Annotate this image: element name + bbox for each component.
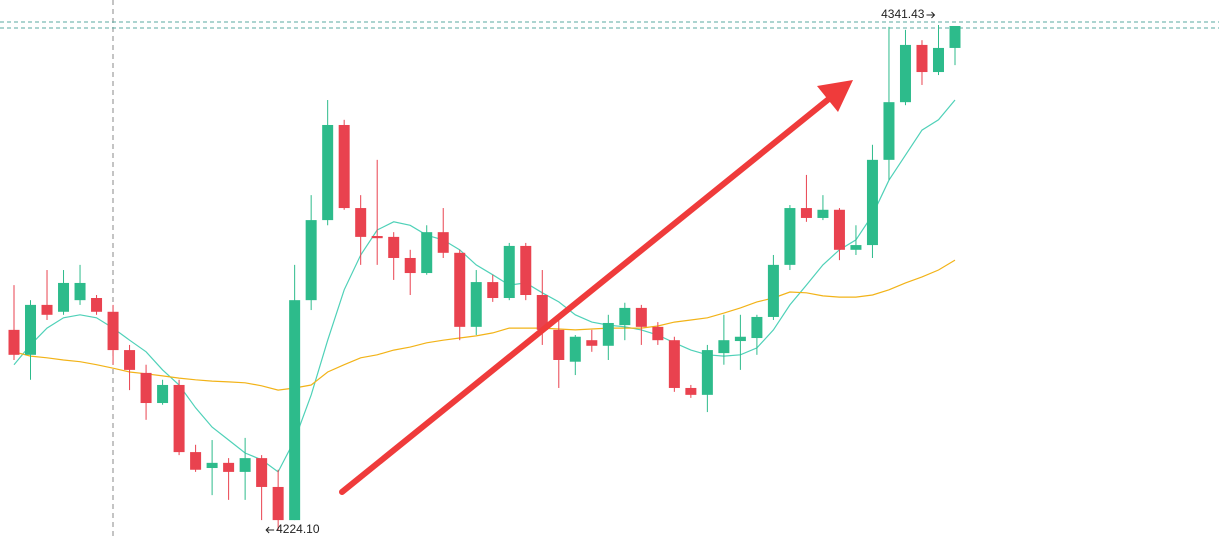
candle-body bbox=[173, 384, 185, 453]
candle-body bbox=[289, 300, 301, 521]
arrow-shaft bbox=[339, 95, 833, 495]
candle-body bbox=[322, 124, 334, 221]
candle-body bbox=[536, 294, 548, 330]
candle-body bbox=[239, 458, 251, 472]
candle-body bbox=[140, 372, 152, 404]
candle-body bbox=[602, 322, 614, 346]
plot bbox=[0, 21, 1219, 530]
high-label: 4341.43 bbox=[881, 7, 925, 21]
arrow-head bbox=[817, 80, 853, 112]
candle-body bbox=[718, 340, 730, 354]
candle-body bbox=[272, 486, 284, 521]
candle-body bbox=[421, 232, 433, 274]
high-label-arrow bbox=[926, 11, 936, 19]
trend-arrow bbox=[339, 80, 853, 495]
candle-body bbox=[25, 304, 37, 355]
candle-body bbox=[206, 462, 218, 469]
candle-body bbox=[8, 329, 20, 355]
candle-body bbox=[124, 350, 136, 370]
candle-body bbox=[586, 340, 598, 346]
candle-body bbox=[784, 208, 796, 265]
candle-body bbox=[355, 208, 367, 237]
candle-body bbox=[520, 245, 532, 295]
candle-body bbox=[107, 311, 119, 351]
candle-body bbox=[470, 282, 482, 327]
candle-body bbox=[338, 124, 350, 209]
candle-body bbox=[800, 208, 812, 218]
candle-body bbox=[883, 102, 895, 160]
candle-body bbox=[437, 232, 449, 253]
candle-body bbox=[949, 25, 961, 48]
candle-body bbox=[41, 304, 53, 315]
candle-body bbox=[866, 159, 878, 246]
candle-body bbox=[223, 462, 235, 472]
candle-body bbox=[932, 47, 944, 73]
candle-body bbox=[91, 298, 103, 312]
low-label-arrow bbox=[265, 526, 275, 534]
candle-body bbox=[256, 458, 268, 487]
candle-body bbox=[685, 387, 697, 395]
moving-average-line bbox=[13, 259, 956, 391]
candle-body bbox=[668, 340, 680, 388]
candle-body bbox=[157, 384, 169, 404]
candle-body bbox=[404, 257, 416, 274]
candle-body bbox=[487, 282, 499, 299]
low-label: 4224.10 bbox=[276, 522, 320, 536]
candle-body bbox=[503, 245, 515, 299]
candle-body bbox=[553, 329, 565, 360]
candle-body bbox=[635, 307, 647, 327]
candle-body bbox=[388, 236, 400, 258]
candle-body bbox=[916, 44, 928, 73]
candle-body bbox=[305, 220, 317, 301]
candle-body bbox=[833, 209, 845, 250]
candle-body bbox=[619, 307, 631, 326]
candle-body bbox=[850, 245, 862, 250]
candle-body bbox=[371, 236, 383, 239]
candle-body bbox=[751, 316, 763, 339]
candle-body bbox=[190, 452, 202, 470]
candle-body bbox=[899, 44, 911, 103]
candle-body bbox=[569, 336, 581, 362]
candle-body bbox=[74, 282, 86, 301]
candle-body bbox=[817, 209, 829, 218]
candle-body bbox=[734, 336, 746, 342]
candle-body bbox=[701, 350, 713, 395]
candle-body bbox=[454, 252, 466, 327]
moving-average-line bbox=[13, 99, 956, 473]
candle-body bbox=[58, 282, 70, 312]
candle-body bbox=[767, 264, 779, 317]
candle-body bbox=[652, 326, 664, 341]
